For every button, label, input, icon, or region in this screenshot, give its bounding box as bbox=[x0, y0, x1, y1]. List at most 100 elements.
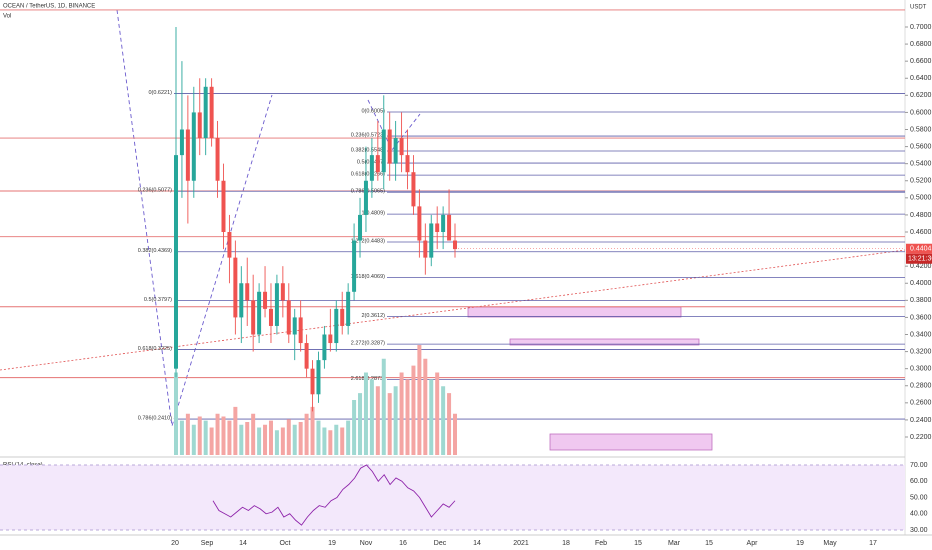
price-tick-label: 0.7000 bbox=[910, 24, 932, 31]
candle-body bbox=[375, 155, 380, 173]
candle-body bbox=[393, 138, 398, 164]
time-label: May bbox=[823, 540, 837, 547]
volume-bar bbox=[411, 365, 416, 455]
candle-body bbox=[435, 223, 440, 232]
time-label: 15 bbox=[705, 540, 713, 547]
price-tick-label: 0.5600 bbox=[910, 143, 932, 150]
candle-body bbox=[251, 300, 256, 335]
time-label: 2021 bbox=[513, 540, 529, 547]
price-tick-label: 0.2800 bbox=[910, 383, 932, 390]
candle-body bbox=[215, 138, 220, 181]
price-tick-label: 0.6800 bbox=[910, 41, 932, 48]
candle-body bbox=[399, 138, 404, 156]
candle-body bbox=[209, 86, 214, 139]
candle-body bbox=[292, 317, 297, 335]
candle-body bbox=[405, 155, 410, 173]
volume-bar bbox=[203, 420, 208, 455]
zone-box bbox=[509, 338, 700, 346]
price-tick-label: 0.4000 bbox=[910, 280, 932, 287]
volume-bar bbox=[268, 420, 273, 455]
price-tick-label: 0.6600 bbox=[910, 58, 932, 65]
candle-body bbox=[233, 257, 238, 318]
candle-body bbox=[381, 129, 386, 173]
time-label: Apr bbox=[747, 540, 759, 547]
fib-label: 2(0.3612) bbox=[361, 313, 385, 319]
price-tick-label: 0.3800 bbox=[910, 297, 932, 304]
candle-body bbox=[322, 334, 327, 361]
last-price-tag bbox=[906, 243, 932, 254]
price-tick-label: 0.3000 bbox=[910, 366, 932, 373]
candle-body bbox=[203, 86, 208, 139]
fib-label: 0.236(0.5077) bbox=[138, 188, 172, 194]
rsi-tick-label: 60.00 bbox=[910, 478, 928, 485]
fib-label: 0(0.6005) bbox=[361, 108, 385, 114]
price-tick-label: 0.5400 bbox=[910, 161, 932, 168]
time-label: 16 bbox=[399, 540, 407, 547]
countdown-tag bbox=[906, 253, 932, 264]
candle-body bbox=[179, 129, 184, 156]
volume-bar bbox=[233, 406, 238, 455]
volume-bar bbox=[280, 427, 285, 455]
volume-bar bbox=[363, 372, 368, 455]
volume-bar bbox=[441, 386, 446, 455]
candle-body bbox=[369, 155, 374, 181]
rsi-tick-label: 40.00 bbox=[910, 511, 928, 518]
price-tick-label: 0.3400 bbox=[910, 331, 932, 338]
candle-body bbox=[411, 172, 416, 207]
volume-bar bbox=[263, 424, 268, 455]
fib-label: 0.618(0.5266) bbox=[351, 172, 385, 178]
price-tick-label: 0.6200 bbox=[910, 92, 932, 99]
fib-label: 0.236(0.5723) bbox=[351, 133, 385, 139]
currency-label: USDT bbox=[910, 5, 927, 11]
price-tick-label: 0.5800 bbox=[910, 126, 932, 133]
price-tick-label: 0.6400 bbox=[910, 75, 932, 82]
time-label: 19 bbox=[328, 540, 336, 547]
volume-bar bbox=[387, 393, 392, 455]
time-label: Mar bbox=[668, 540, 681, 547]
volume-bar bbox=[197, 416, 202, 455]
volume-bar bbox=[221, 416, 226, 455]
volume-bar bbox=[179, 420, 184, 455]
volume-bar bbox=[251, 413, 256, 455]
volume-bar bbox=[447, 393, 452, 455]
candle-body bbox=[245, 283, 250, 301]
rsi-tick-label: 70.00 bbox=[910, 462, 928, 469]
candle-body bbox=[191, 112, 196, 181]
rsi-tick-label: 50.00 bbox=[910, 494, 928, 501]
candle-body bbox=[453, 240, 457, 250]
volume-bar bbox=[358, 393, 363, 455]
volume-bar bbox=[334, 424, 339, 455]
candle-body bbox=[227, 232, 232, 258]
volume-bar bbox=[423, 358, 428, 455]
price-tick-label: 0.3200 bbox=[910, 348, 932, 355]
volume-bar bbox=[227, 420, 232, 455]
candle-body bbox=[358, 214, 363, 241]
fib-label: 1.272(0.4483) bbox=[351, 238, 385, 244]
candle-body bbox=[274, 283, 279, 326]
candle-body bbox=[263, 291, 268, 309]
volume-bar bbox=[316, 420, 321, 455]
candle-body bbox=[239, 283, 244, 318]
candle-body bbox=[334, 308, 339, 344]
candle-body bbox=[221, 180, 226, 232]
candle-body bbox=[417, 206, 422, 241]
price-tick-label: 0.2400 bbox=[910, 417, 932, 424]
volume-bar bbox=[310, 406, 315, 455]
volume-bar bbox=[340, 427, 345, 455]
time-label: 18 bbox=[562, 540, 570, 547]
price-tick-label: 0.2200 bbox=[910, 434, 932, 441]
price-tick-label: 0.4800 bbox=[910, 212, 932, 219]
wave-line bbox=[367, 99, 421, 151]
volume-bar bbox=[209, 427, 214, 455]
last-price-label: 0.4404 bbox=[910, 246, 932, 253]
candle-body bbox=[423, 240, 428, 258]
volume-bar bbox=[239, 424, 244, 455]
volume-bar bbox=[417, 345, 422, 455]
volume-bar bbox=[346, 420, 351, 455]
rsi-line bbox=[212, 464, 456, 526]
fib-label: 0.382(0.4369) bbox=[138, 248, 172, 254]
fib-label: 0(0.6221) bbox=[148, 90, 172, 96]
volume-bar bbox=[429, 379, 434, 455]
zone-box bbox=[549, 433, 713, 451]
